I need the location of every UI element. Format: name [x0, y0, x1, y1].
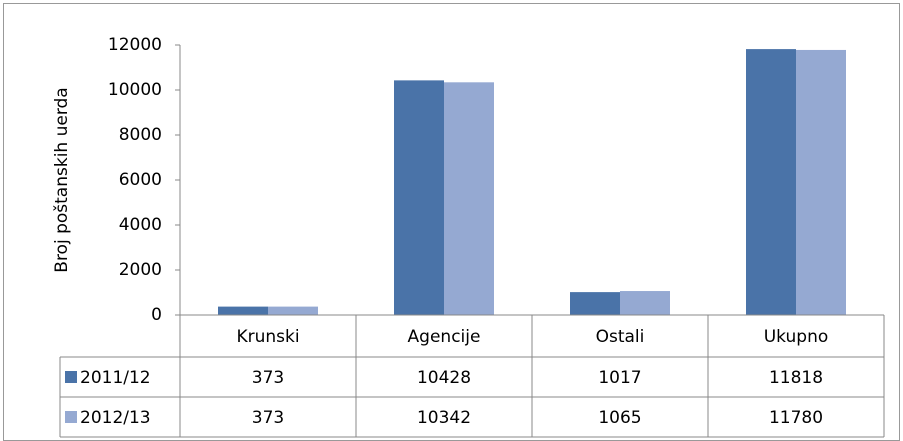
bar [394, 80, 444, 316]
table-cell: 373 [252, 368, 284, 388]
table-cell: 11818 [769, 368, 823, 388]
bar [218, 306, 268, 315]
bar [570, 292, 620, 315]
bar [796, 49, 846, 315]
y-tick-label: 4000 [119, 215, 162, 235]
x-tick-label: Ukupno [764, 327, 829, 347]
y-tick-label: 10000 [108, 80, 162, 100]
x-tick-label: Agencije [408, 327, 481, 347]
bar [268, 306, 318, 315]
bar [746, 49, 796, 315]
table-cell: 10428 [417, 368, 471, 388]
legend-label: 2011/12 [80, 368, 151, 388]
y-tick-label: 8000 [119, 125, 162, 145]
legend-swatch [65, 411, 77, 423]
table-cell: 373 [252, 408, 284, 428]
x-tick-label: Ostali [596, 327, 645, 347]
y-tick-label: 0 [151, 305, 162, 325]
y-axis-label: Broj poštanskih uerda [52, 87, 72, 272]
table-cell: 11780 [769, 408, 823, 428]
bar [620, 291, 670, 315]
y-tick-label: 2000 [119, 260, 162, 280]
legend-label: 2012/13 [80, 408, 151, 428]
table-cell: 1065 [598, 408, 641, 428]
table-cell: 1017 [598, 368, 641, 388]
x-tick-label: Krunski [236, 327, 299, 347]
legend-swatch [65, 371, 77, 383]
y-tick-label: 6000 [119, 170, 162, 190]
bar [444, 82, 494, 316]
y-tick-label: 12000 [108, 35, 162, 55]
table-cell: 10342 [417, 408, 471, 428]
